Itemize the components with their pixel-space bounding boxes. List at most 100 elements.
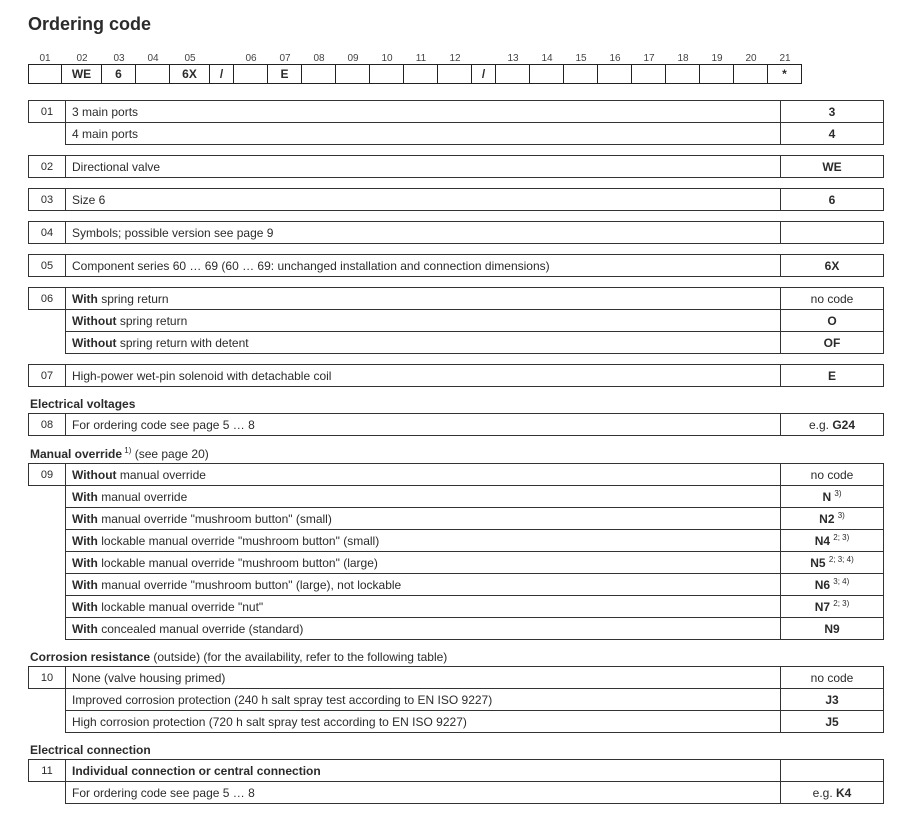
code-position-box xyxy=(336,64,370,84)
option-code-value: N7 xyxy=(815,600,830,614)
option-index: 05 xyxy=(29,255,66,277)
option-description-bold: With xyxy=(72,534,98,548)
option-description-text: Component series 60 … 69 (60 … 69: uncha… xyxy=(72,259,550,273)
option-description-text: Directional valve xyxy=(72,160,160,174)
code-position-number: 21 xyxy=(768,53,802,64)
option-description-bold: With xyxy=(72,600,98,614)
option-description-bold: With xyxy=(72,622,98,636)
code-position-number: 12 xyxy=(438,53,472,64)
code-position-number: 09 xyxy=(336,53,370,64)
option-description: With manual override xyxy=(66,486,781,508)
code-position-number: 05 xyxy=(170,53,210,64)
option-description-bold: With xyxy=(72,578,98,592)
option-code: 6X xyxy=(781,255,884,277)
option-code: no code xyxy=(781,667,884,689)
code-position-number: 04 xyxy=(136,53,170,64)
option-code xyxy=(781,760,884,782)
code-position-box xyxy=(404,64,438,84)
option-code: N7 2; 3) xyxy=(781,596,884,618)
table-row: With manual override "mushroom button" (… xyxy=(29,508,884,530)
option-description-bold: Without xyxy=(72,336,117,350)
option-code: N9 xyxy=(781,618,884,640)
table-row: 08For ordering code see page 5 … 8e.g. G… xyxy=(29,414,884,436)
option-description-text: manual override xyxy=(98,490,187,504)
option-code: N5 2; 3; 4) xyxy=(781,552,884,574)
option-code-value: J3 xyxy=(825,693,838,707)
option-table: 10None (valve housing primed)no codeImpr… xyxy=(28,666,884,733)
code-position-number: 08 xyxy=(302,53,336,64)
option-block: 07High-power wet-pin solenoid with detac… xyxy=(28,364,884,387)
option-index xyxy=(29,574,66,596)
option-description-text: 4 main ports xyxy=(72,127,138,141)
code-position-box: WE xyxy=(62,64,102,84)
option-description: For ordering code see page 5 … 8 xyxy=(66,414,781,436)
option-code: J5 xyxy=(781,711,884,733)
option-description: Symbols; possible version see page 9 xyxy=(66,222,781,244)
option-index: 06 xyxy=(29,288,66,310)
option-description-text: spring return xyxy=(98,292,169,306)
option-index xyxy=(29,711,66,733)
option-code: e.g. G24 xyxy=(781,414,884,436)
option-code: 3 xyxy=(781,101,884,123)
option-code-value: G24 xyxy=(832,418,855,432)
code-position-box xyxy=(438,64,472,84)
section-title-sup: 1) xyxy=(122,446,131,455)
code-position-box: E xyxy=(268,64,302,84)
section-title: Electrical connection xyxy=(30,743,884,757)
option-description-text: spring return xyxy=(117,314,188,328)
option-description-text: For ordering code see page 5 … 8 xyxy=(72,418,255,432)
option-description: None (valve housing primed) xyxy=(66,667,781,689)
section-title: Corrosion resistance (outside) (for the … xyxy=(30,650,884,664)
option-index xyxy=(29,508,66,530)
option-description: Individual connection or central connect… xyxy=(66,760,781,782)
table-row: With manual override "mushroom button" (… xyxy=(29,574,884,596)
option-index: 01 xyxy=(29,101,66,123)
option-index xyxy=(29,486,66,508)
code-position-number: 18 xyxy=(666,53,700,64)
code-position-box xyxy=(370,64,404,84)
section-title-light: (outside) (for the availability, refer t… xyxy=(150,650,447,664)
option-description-text: spring return with detent xyxy=(117,336,249,350)
option-code-value: 6 xyxy=(829,193,836,207)
code-position-box xyxy=(302,64,336,84)
table-row: 03Size 66 xyxy=(29,189,884,211)
option-index xyxy=(29,332,66,354)
option-index: 11 xyxy=(29,760,66,782)
code-position-number: 11 xyxy=(404,53,438,64)
option-table: 013 main ports34 main ports4 xyxy=(28,100,884,145)
option-table: 03Size 66 xyxy=(28,188,884,211)
code-position-number xyxy=(210,53,234,64)
option-block: 06With spring returnno codeWithout sprin… xyxy=(28,287,884,354)
option-index: 09 xyxy=(29,464,66,486)
option-description: Without spring return with detent xyxy=(66,332,781,354)
option-index: 04 xyxy=(29,222,66,244)
code-position-number: 14 xyxy=(530,53,564,64)
option-code: WE xyxy=(781,156,884,178)
option-description-text: Size 6 xyxy=(72,193,105,207)
option-code-value: N2 xyxy=(819,512,834,526)
code-position-number: 02 xyxy=(62,53,102,64)
option-table: 09Without manual overrideno codeWith man… xyxy=(28,463,884,640)
table-row: 09Without manual overrideno code xyxy=(29,464,884,486)
option-code-sup: 2; 3) xyxy=(831,533,849,542)
option-description: Component series 60 … 69 (60 … 69: uncha… xyxy=(66,255,781,277)
option-code-value: O xyxy=(827,314,836,328)
option-code-value: WE xyxy=(822,160,841,174)
option-description-text: High corrosion protection (720 h salt sp… xyxy=(72,715,467,729)
option-description-text: manual override xyxy=(117,468,206,482)
option-description-bold: With xyxy=(72,490,98,504)
table-row: With lockable manual override "mushroom … xyxy=(29,552,884,574)
code-position-box xyxy=(234,64,268,84)
option-code: 4 xyxy=(781,123,884,145)
option-code: N2 3) xyxy=(781,508,884,530)
table-row: With lockable manual override "mushroom … xyxy=(29,530,884,552)
option-description: With concealed manual override (standard… xyxy=(66,618,781,640)
code-position-number: 01 xyxy=(28,53,62,64)
option-code xyxy=(781,222,884,244)
option-code-sup: 3; 4) xyxy=(831,577,849,586)
option-table: 05 Component series 60 … 69 (60 … 69: unc… xyxy=(28,254,884,277)
option-code: OF xyxy=(781,332,884,354)
option-description: With lockable manual override "nut" xyxy=(66,596,781,618)
option-description-bold: Without xyxy=(72,314,117,328)
option-code-sup: 2; 3; 4) xyxy=(827,555,854,564)
